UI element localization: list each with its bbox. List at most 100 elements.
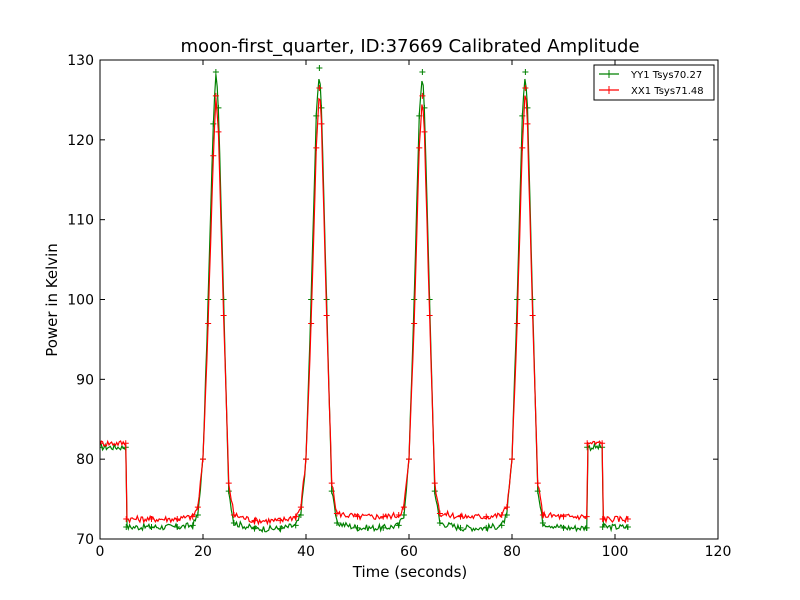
- data-point: [189, 513, 196, 520]
- data-point: [400, 512, 407, 519]
- data-point: [436, 510, 443, 517]
- data-point: [292, 522, 299, 529]
- data-point: [122, 440, 129, 447]
- y-axis-label: Power in Kelvin: [43, 243, 61, 357]
- axes-layer: 0 20 40 60 80 100 120 70 80 90 100 110 120 130: [67, 53, 731, 560]
- data-point: [400, 504, 407, 511]
- y-tick-label: 110: [67, 213, 94, 229]
- data-point: [251, 517, 258, 524]
- plot-area: [100, 60, 718, 539]
- data-point: [436, 520, 443, 527]
- data-point: [148, 524, 155, 531]
- data-point: [457, 513, 464, 520]
- x-tick-label: 100: [602, 544, 629, 560]
- data-point: [194, 504, 201, 511]
- series-layer: [100, 64, 631, 533]
- x-tick-label: 40: [297, 544, 315, 560]
- data-point: [524, 104, 531, 111]
- data-point: [411, 296, 418, 303]
- data-point: [584, 440, 591, 447]
- data-point: [509, 456, 515, 463]
- data-point: [416, 144, 423, 151]
- data-point: [583, 513, 590, 520]
- data-point: [498, 512, 505, 519]
- data-point: [426, 312, 433, 319]
- data-point: [292, 513, 299, 520]
- data-point: [210, 152, 217, 159]
- data-point: [123, 516, 130, 523]
- data-point: [522, 68, 529, 75]
- data-point: [503, 512, 510, 519]
- data-point: [194, 512, 201, 519]
- legend-label-yy1: YY1 Tsys70.27: [630, 70, 702, 81]
- series-line: [100, 95, 629, 526]
- x-tick-label: 120: [705, 544, 732, 560]
- data-point: [313, 144, 320, 151]
- data-point: [220, 312, 227, 319]
- data-point: [421, 128, 428, 135]
- data-point: [212, 92, 219, 99]
- data-point: [277, 517, 284, 524]
- data-point: [419, 68, 426, 75]
- data-point: [483, 513, 490, 520]
- data-point: [100, 444, 103, 451]
- series-line: [100, 74, 629, 533]
- data-point: [297, 512, 304, 519]
- data-point: [514, 296, 521, 303]
- data-point: [123, 524, 130, 531]
- data-point: [333, 520, 340, 527]
- data-point: [333, 510, 340, 517]
- data-point: [230, 512, 237, 519]
- x-tick-label: 20: [194, 544, 212, 560]
- y-tick-label: 80: [76, 452, 94, 468]
- data-point: [230, 520, 237, 527]
- data-point: [380, 524, 387, 531]
- data-point: [189, 522, 196, 529]
- data-point: [503, 504, 510, 511]
- data-point: [354, 524, 361, 531]
- data-point: [411, 320, 418, 327]
- legend: YY1 Tsys70.27 XX1 Tsys71.48: [593, 64, 715, 101]
- y-tick-label: 120: [67, 133, 94, 149]
- data-point: [251, 525, 258, 532]
- data-point: [210, 120, 217, 127]
- x-axis-label: Time (seconds): [352, 563, 468, 581]
- data-point: [406, 456, 412, 463]
- data-point: [457, 524, 464, 531]
- data-point: [308, 320, 315, 327]
- data-point: [212, 68, 219, 75]
- data-point: [599, 524, 606, 531]
- data-point: [498, 522, 505, 529]
- data-point: [539, 512, 546, 519]
- data-point: [431, 480, 438, 487]
- data-point: [624, 516, 631, 523]
- data-point: [316, 84, 323, 91]
- plot-background: [100, 60, 718, 539]
- data-point: [174, 516, 181, 523]
- data-point: [328, 480, 335, 487]
- data-point: [560, 513, 567, 520]
- x-tick-label: 0: [96, 544, 105, 560]
- data-point: [215, 128, 222, 135]
- data-point: [174, 524, 181, 531]
- data-point: [514, 320, 521, 327]
- data-point: [148, 516, 155, 523]
- data-point: [529, 312, 536, 319]
- x-tick-label: 80: [503, 544, 521, 560]
- data-point: [583, 524, 590, 531]
- data-point: [200, 456, 206, 463]
- data-point: [560, 524, 567, 531]
- data-point: [205, 296, 212, 303]
- data-point: [303, 456, 309, 463]
- data-point: [519, 144, 526, 151]
- data-point: [277, 525, 284, 532]
- data-point: [599, 440, 606, 447]
- legend-label-xx1: XX1 Tsys71.48: [631, 86, 704, 97]
- data-point: [395, 512, 402, 519]
- data-point: [318, 120, 325, 127]
- data-point: [323, 312, 330, 319]
- legend-box: [593, 64, 715, 101]
- data-point: [316, 64, 323, 71]
- data-point: [395, 522, 402, 529]
